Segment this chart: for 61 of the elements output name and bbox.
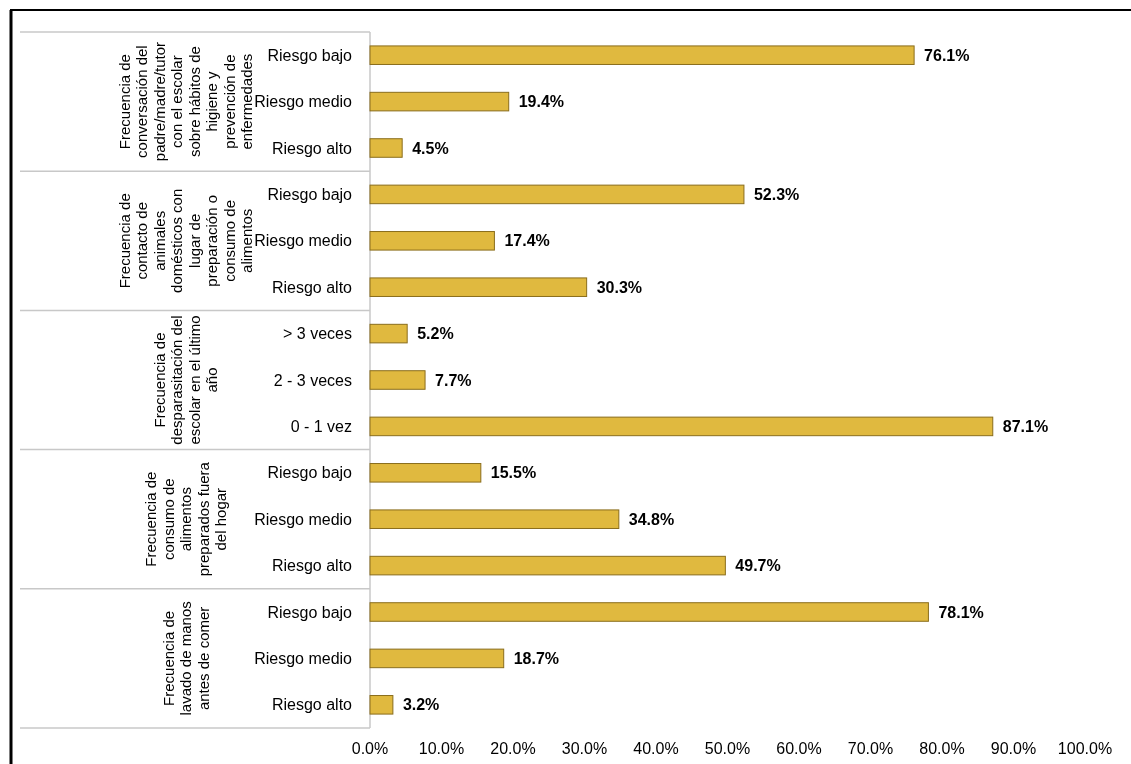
x-tick-label: 30.0% [561, 739, 608, 757]
bar [369, 138, 403, 158]
bar [369, 277, 588, 297]
y-tick-label: Riesgo alto [271, 696, 353, 714]
y-tick-label: Riesgo medio [254, 650, 353, 667]
x-tick-label: 10.0% [418, 739, 465, 757]
bar [369, 602, 929, 622]
y-tick-label: Riesgo bajo [267, 464, 353, 482]
y-tick-label: Riesgo medio [254, 510, 353, 528]
x-tick-label: 90.0% [990, 739, 1037, 757]
data-label: 76.1% [924, 46, 970, 64]
bar [369, 555, 726, 576]
text: Frecuencia de conversación del padre/madre/tutor con el escolar sobre hábitos de higiene y prevención de enfermedades [115, 41, 256, 162]
bar [369, 45, 915, 65]
bar [369, 695, 394, 715]
text: Frecuencia de consumo de alimentos preparados fuera del hogar [142, 461, 229, 577]
bar [369, 91, 510, 112]
data-label: 30.3% [596, 278, 643, 296]
data-label: 18.7% [513, 650, 560, 667]
data-label: 34.8% [628, 510, 675, 528]
bar [369, 184, 745, 205]
bar [369, 370, 426, 390]
x-tick-label: 50.0% [704, 739, 751, 757]
data-label: 3.2% [402, 696, 440, 714]
data-label: 49.7% [735, 557, 781, 575]
x-tick-label: 0.0% [351, 739, 389, 757]
y-tick-label: Riesgo alto [271, 139, 353, 157]
data-label: 7.7% [435, 371, 472, 389]
y-tick-label: 2 - 3 veces [273, 371, 352, 389]
y-tick-label: Riesgo bajo [267, 186, 353, 203]
x-tick-label: 40.0% [633, 739, 679, 757]
x-tick-label: 80.0% [919, 739, 965, 757]
bar [369, 509, 620, 529]
data-label: 19.4% [518, 93, 565, 111]
bar [369, 323, 408, 344]
bar [369, 648, 505, 669]
data-label: 4.5% [412, 139, 449, 157]
x-tick-label: 60.0% [776, 739, 822, 757]
y-tick-label: Riesgo alto [271, 278, 353, 296]
data-label: 5.2% [417, 325, 454, 343]
data-label: 17.4% [504, 232, 550, 250]
x-tick-label: 70.0% [847, 739, 894, 757]
y-tick-label: 0 - 1 vez [290, 418, 352, 435]
text: Frecuencia de desparasitación del escolar en el último año [150, 315, 221, 445]
text: Frecuencia de contacto de animales domésticos con lugar de preparación o consumo de alimentos [115, 188, 256, 293]
y-tick-label: Riesgo alto [271, 557, 353, 575]
bar [369, 463, 482, 483]
data-label: 15.5% [490, 464, 537, 482]
y-tick-label: > 3 veces [283, 325, 352, 343]
data-label: 87.1% [1002, 418, 1049, 435]
bar [369, 231, 495, 251]
x-tick-label: 20.0% [490, 739, 536, 757]
text: Frecuencia de lavado de manos antes de comer [159, 601, 212, 716]
x-tick-label: 100.0% [1057, 739, 1113, 757]
y-tick-label: Riesgo medio [254, 93, 353, 111]
y-tick-label: Riesgo bajo [267, 603, 353, 621]
data-label: 78.1% [938, 603, 984, 621]
data-label: 52.3% [753, 186, 800, 203]
y-tick-label: Riesgo medio [254, 232, 353, 250]
bar [369, 416, 994, 437]
y-tick-label: Riesgo bajo [267, 46, 353, 64]
